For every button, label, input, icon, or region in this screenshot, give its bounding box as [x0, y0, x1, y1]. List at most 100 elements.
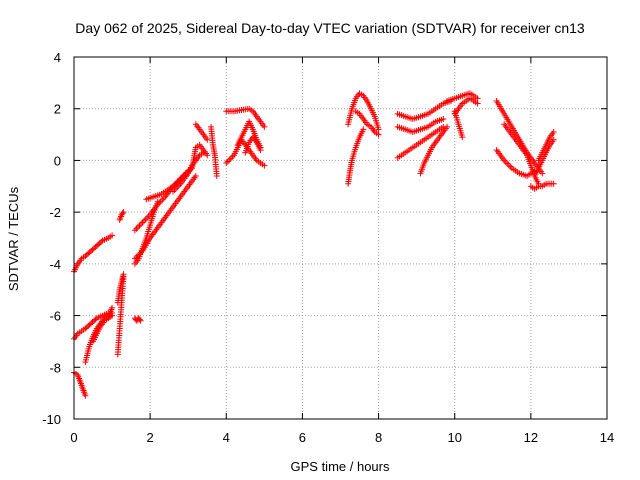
- y-axis-label: SDTVAR / TECUs: [6, 186, 21, 291]
- data-point-marker: [141, 217, 148, 224]
- data-point-marker: [120, 271, 127, 278]
- data-points: [71, 90, 557, 399]
- data-point-marker: [89, 246, 96, 253]
- y-tick-label: -2: [49, 205, 61, 220]
- data-point-marker: [134, 224, 141, 231]
- x-tick-label: 6: [299, 430, 306, 445]
- series-trace-b: [71, 309, 112, 342]
- data-point-marker: [261, 123, 268, 130]
- data-point-marker: [474, 95, 481, 102]
- data-point-marker: [92, 316, 99, 323]
- x-tick-label: 0: [70, 430, 77, 445]
- data-point-marker: [550, 180, 557, 187]
- data-point-marker: [154, 198, 161, 205]
- y-tick-label: -10: [42, 412, 61, 427]
- data-point-marker: [459, 134, 466, 141]
- data-point-marker: [119, 210, 126, 217]
- chart-title: Day 062 of 2025, Sidereal Day-to-day VTE…: [75, 20, 585, 36]
- series-trace-j: [131, 315, 144, 324]
- data-point-marker: [88, 247, 95, 254]
- data-point-marker: [505, 162, 512, 169]
- data-point-marker: [83, 324, 90, 331]
- data-point-marker: [82, 253, 89, 260]
- data-point-marker: [550, 128, 557, 135]
- data-point-marker: [375, 126, 382, 133]
- data-point-marker: [120, 209, 127, 216]
- data-point-marker: [360, 126, 367, 133]
- data-point-marker: [136, 316, 143, 323]
- x-tick-label: 4: [223, 430, 230, 445]
- series-trace-v: [242, 134, 264, 156]
- data-point-marker: [444, 123, 451, 130]
- x-tick-label: 2: [147, 430, 154, 445]
- data-point-marker: [86, 249, 93, 256]
- data-point-marker: [98, 238, 105, 245]
- data-point-marker: [192, 172, 199, 179]
- data-point-marker: [440, 116, 447, 123]
- data-point-marker: [204, 152, 211, 159]
- data-point-marker: [204, 136, 211, 143]
- series-trace-h: [114, 271, 127, 306]
- y-tick-labels: -10 -8 -6 -4 -2 0 2 4: [42, 50, 61, 427]
- series-trace-q: [192, 121, 211, 143]
- y-tick-label: -8: [49, 360, 61, 375]
- data-point-marker: [144, 214, 151, 221]
- x-tick-label: 12: [524, 430, 538, 445]
- y-tick-label: 0: [54, 153, 61, 168]
- data-point-marker: [82, 392, 89, 399]
- series-trace-z: [394, 97, 454, 123]
- series-trace-a: [71, 232, 116, 275]
- data-point-marker: [93, 242, 100, 249]
- series-trace-y: [352, 108, 382, 138]
- data-point-marker: [502, 158, 509, 165]
- data-point-marker: [131, 227, 138, 234]
- series-trace-s: [223, 105, 268, 130]
- data-point-marker: [83, 251, 90, 258]
- data-point-marker: [138, 221, 145, 228]
- data-point-marker: [136, 222, 143, 229]
- data-point-marker: [142, 216, 149, 223]
- x-tick-label: 10: [447, 430, 461, 445]
- series-trace-p: [189, 141, 211, 172]
- data-point-marker: [95, 241, 102, 248]
- series-trace-f: [103, 304, 116, 322]
- data-point-marker: [89, 319, 96, 326]
- data-point-marker: [261, 162, 268, 169]
- series-trace-ad: [444, 90, 481, 104]
- plot-border: [73, 56, 608, 420]
- data-point-marker: [96, 240, 103, 247]
- x-tick-labels: 0 2 4 6 8 10 12 14: [70, 430, 614, 445]
- series-trace-l: [131, 172, 199, 262]
- data-point-marker: [227, 155, 234, 162]
- data-point-marker: [85, 322, 92, 329]
- data-point-marker: [137, 317, 144, 324]
- y-tick-label: -4: [49, 257, 61, 272]
- series-trace-n: [143, 165, 196, 203]
- series-trace-ac: [417, 123, 451, 177]
- data-point-marker: [85, 250, 92, 257]
- series-trace-i: [116, 209, 127, 223]
- data-point-marker: [257, 147, 264, 154]
- y-tick-label: -6: [49, 309, 61, 324]
- data-point-marker: [224, 158, 231, 165]
- data-point-marker: [539, 170, 546, 177]
- data-point-marker: [139, 219, 146, 226]
- series-trace-al: [535, 128, 557, 164]
- y-tick-label: 2: [54, 102, 61, 117]
- x-axis-label: GPS time / hours: [291, 459, 390, 474]
- data-point-marker: [88, 320, 95, 327]
- data-point-marker: [109, 232, 116, 239]
- grid-lines: [73, 56, 608, 420]
- data-point-marker: [92, 244, 99, 251]
- data-point-marker: [550, 136, 557, 143]
- data-point-marker: [86, 321, 93, 328]
- series-trace-aj: [527, 180, 557, 192]
- data-point-marker: [507, 163, 514, 170]
- x-tick-label: 8: [375, 430, 382, 445]
- y-tick-label: 4: [54, 50, 61, 65]
- data-point-marker: [504, 160, 511, 167]
- data-point-marker: [226, 156, 233, 163]
- x-tick-label: 14: [600, 430, 614, 445]
